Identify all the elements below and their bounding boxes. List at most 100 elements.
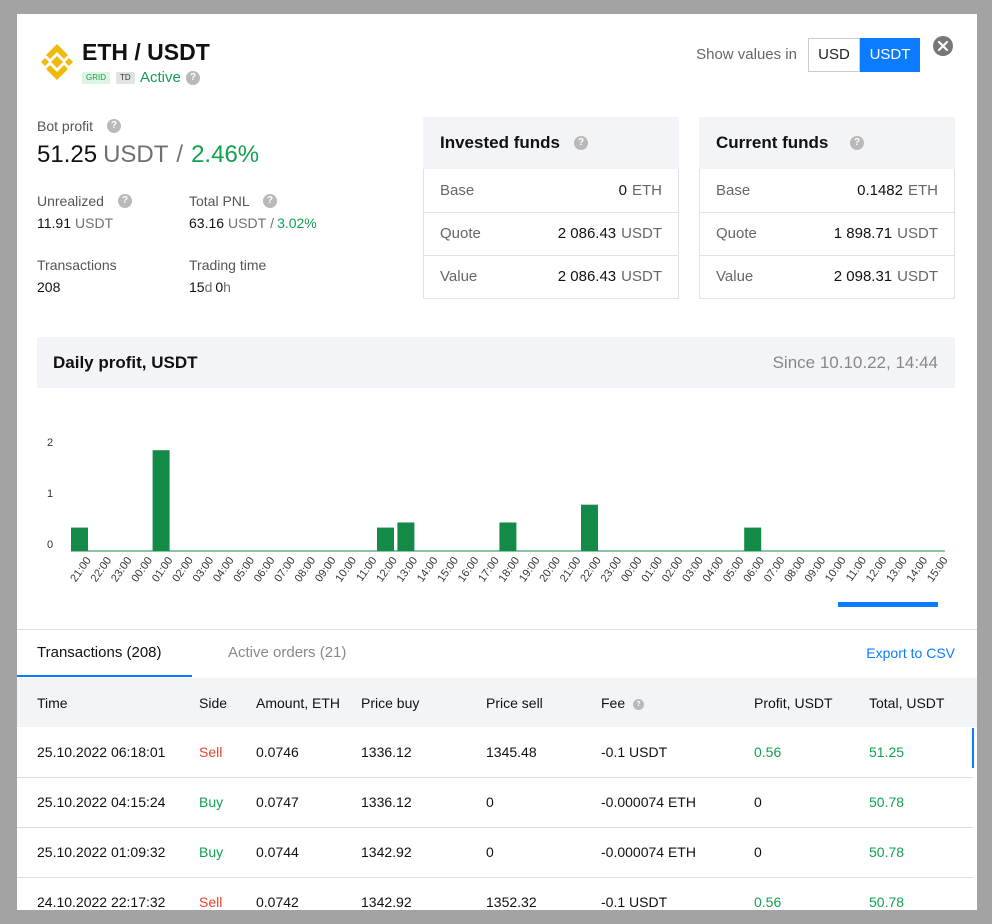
table-cell: Sell bbox=[199, 744, 223, 760]
stat-label: Bot profit bbox=[37, 118, 94, 134]
table-cell: 1336.12 bbox=[361, 794, 412, 810]
unit: d bbox=[204, 279, 213, 295]
x-tick-label: 00:00 bbox=[619, 555, 645, 584]
x-tick-label: 03:00 bbox=[680, 555, 706, 584]
x-tick-label: 02:00 bbox=[660, 555, 686, 584]
table-cell: 1342.92 bbox=[361, 844, 412, 860]
stat-label: Unrealized bbox=[37, 193, 104, 209]
x-tick-label: 13:00 bbox=[395, 555, 421, 584]
table-cell: -0.000074 ETH bbox=[601, 794, 696, 810]
column-header: Amount, ETH bbox=[256, 695, 341, 711]
x-tick-label: 13:00 bbox=[884, 555, 910, 584]
unrealized: 11.91 USDT bbox=[37, 213, 113, 233]
x-tick-label: 18:00 bbox=[497, 555, 523, 584]
row-separator bbox=[17, 777, 973, 778]
value: 11.91 bbox=[37, 215, 71, 231]
table-cell: -0.000074 ETH bbox=[601, 844, 696, 860]
x-tick-label: 23:00 bbox=[109, 555, 135, 584]
unit: USDT bbox=[897, 268, 938, 285]
value: 2 086.43 bbox=[557, 268, 617, 285]
table-cell: 0.0746 bbox=[256, 744, 299, 760]
column-header: Price buy bbox=[361, 695, 420, 711]
x-tick-label: 02:00 bbox=[170, 555, 196, 584]
unit: USDT bbox=[621, 225, 662, 242]
x-tick-label: 14:00 bbox=[905, 555, 931, 584]
funds-value: 2 098.31 USDT bbox=[834, 267, 938, 287]
value: 1 898.71 bbox=[833, 225, 893, 242]
row-separator bbox=[17, 827, 973, 828]
stat-label: Transactions bbox=[37, 257, 117, 273]
table-cell: Sell bbox=[199, 894, 223, 910]
table-cell: 51.25 bbox=[869, 744, 905, 760]
tab[interactable]: Transactions (208) bbox=[37, 644, 162, 661]
x-tick-label: 21:00 bbox=[558, 555, 584, 584]
table-cell: 0.0747 bbox=[256, 794, 299, 810]
y-tick-label: 2 bbox=[47, 437, 53, 449]
table-cell: 1336.12 bbox=[361, 744, 412, 760]
bar bbox=[581, 504, 598, 551]
separator: / bbox=[270, 215, 275, 231]
x-tick-label: 10:00 bbox=[823, 555, 849, 584]
table-cell: Buy bbox=[199, 844, 224, 860]
bar bbox=[152, 450, 170, 551]
funds-value: 0 ETH bbox=[619, 181, 662, 201]
bar bbox=[397, 522, 415, 551]
total-pnl: 63.16 USDT/3.02% bbox=[189, 213, 317, 233]
x-tick-label: 08:00 bbox=[782, 555, 808, 584]
close-button[interactable] bbox=[933, 36, 953, 56]
x-tick-label: 08:00 bbox=[293, 555, 319, 584]
separator: / bbox=[176, 141, 184, 168]
table-cell: 0.56 bbox=[754, 744, 782, 760]
show-values-label: Show values in bbox=[696, 46, 797, 63]
exchange-logo bbox=[41, 44, 73, 80]
table-cell: 1342.92 bbox=[361, 894, 412, 910]
y-tick-label: 1 bbox=[47, 488, 53, 500]
value: 2 086.43 bbox=[557, 225, 617, 242]
column-header: Profit, USDT bbox=[754, 695, 833, 711]
currency-button[interactable]: USDT bbox=[860, 38, 920, 72]
x-tick-label: 17:00 bbox=[476, 555, 502, 584]
table-cell: 1352.32 bbox=[486, 894, 537, 910]
help-icon: ? bbox=[186, 71, 200, 85]
column-header: Side bbox=[199, 695, 228, 711]
help-icon: ? bbox=[633, 698, 644, 710]
export-csv-link[interactable]: Export to CSV bbox=[866, 645, 955, 661]
bot-profit: 51.25 USDT / 2.46% bbox=[37, 141, 259, 169]
funds-title: Current funds bbox=[716, 133, 829, 152]
x-tick-label: 00:00 bbox=[129, 555, 155, 584]
value: 2 098.31 bbox=[833, 268, 893, 285]
x-tick-label: 06:00 bbox=[741, 555, 767, 584]
table-cell: 0 bbox=[754, 794, 762, 810]
table-cell: 50.78 bbox=[869, 794, 905, 810]
x-tick-label: 16:00 bbox=[456, 555, 482, 584]
close-icon bbox=[937, 40, 949, 52]
unit: USDT bbox=[621, 268, 662, 285]
x-tick-label: 04:00 bbox=[211, 555, 237, 584]
value: 15 bbox=[189, 279, 205, 295]
funds-value: 2 086.43 USDT bbox=[558, 267, 662, 287]
funds-header bbox=[423, 117, 679, 169]
unit: USDT bbox=[228, 215, 267, 231]
x-tick-label: 04:00 bbox=[701, 555, 727, 584]
x-tick-label: 09:00 bbox=[803, 555, 829, 584]
table-cell: 50.78 bbox=[869, 844, 905, 860]
currency-button[interactable]: USD bbox=[808, 38, 860, 72]
table-cell: 25.10.2022 01:09:32 bbox=[37, 844, 166, 860]
x-tick-label: 03:00 bbox=[191, 555, 217, 584]
value: 0 bbox=[215, 279, 224, 295]
value: 0 bbox=[618, 182, 627, 199]
x-tick-label: 19:00 bbox=[517, 555, 543, 584]
table-cell: 25.10.2022 06:18:01 bbox=[37, 744, 166, 760]
x-tick-label: 05:00 bbox=[231, 555, 257, 584]
pair-title: ETH / USDT bbox=[82, 39, 210, 65]
bar bbox=[71, 527, 88, 551]
tab[interactable]: Active orders (21) bbox=[228, 644, 347, 661]
tab-underline bbox=[17, 675, 192, 677]
chart-since: Since 10.10.22, 14:44 bbox=[772, 353, 938, 372]
table-cell: 0.0742 bbox=[256, 894, 299, 910]
x-tick-label: 23:00 bbox=[599, 555, 625, 584]
chart-title: Daily profit, USDT bbox=[53, 353, 198, 372]
table-cell: -0.1 USDT bbox=[601, 744, 668, 760]
divider bbox=[17, 629, 977, 630]
